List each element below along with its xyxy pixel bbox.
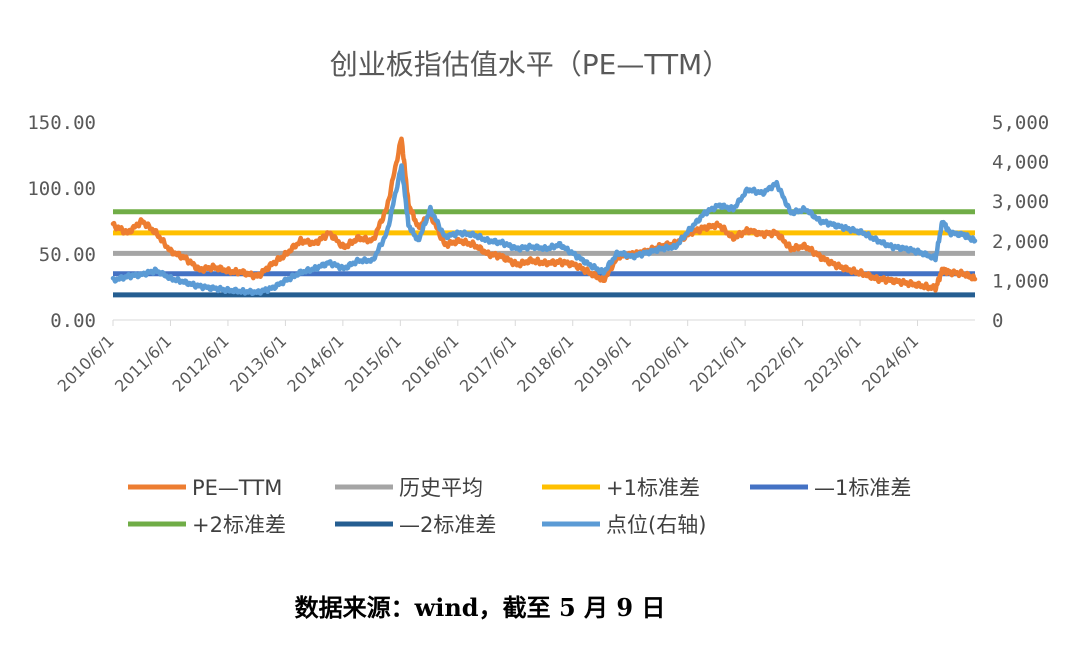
- chart-title: 创业板指估值水平（PE—TTM）: [330, 48, 730, 81]
- x-tick-label: 2019/6/1: [571, 331, 635, 395]
- series-lines: [110, 136, 978, 297]
- legend: PE—TTM 历史平均 +1标准差 —1标准差 +2标准差 —2标准差 点位(右轴): [128, 476, 911, 537]
- legend-label: PE—TTM: [192, 476, 282, 500]
- x-tick-label: 2016/6/1: [398, 331, 462, 395]
- legend-item: 历史平均: [335, 476, 483, 500]
- y-right-tick-label: 4,000: [992, 152, 1049, 174]
- x-tick-label: 2018/6/1: [513, 331, 577, 395]
- y-right-tick-label: 5,000: [992, 112, 1049, 134]
- legend-label: —2标准差: [399, 513, 496, 537]
- legend-item: +1标准差: [542, 476, 700, 500]
- legend-item: —2标准差: [335, 513, 496, 537]
- x-tick-label: 2024/6/1: [858, 331, 922, 395]
- x-tick-label: 2014/6/1: [283, 331, 347, 395]
- y-right-tick-label: 0: [992, 310, 1003, 332]
- x-tick-label: 2011/6/1: [111, 331, 175, 395]
- legend-label: —1标准差: [814, 476, 911, 500]
- y-right-tick-label: 1,000: [992, 270, 1049, 292]
- x-tick-label: 2010/6/1: [54, 331, 118, 395]
- legend-label: 点位(右轴): [606, 513, 706, 537]
- legend-item: +2标准差: [128, 513, 286, 537]
- x-tick-label: 2015/6/1: [341, 331, 405, 395]
- y-left-tick-label: 50.00: [39, 244, 96, 266]
- series-line-点位(右轴): [110, 163, 978, 297]
- source-note: 数据来源：wind，截至 5 月 9 日: [294, 593, 666, 622]
- x-tick-label: 2020/6/1: [628, 331, 692, 395]
- y-left-tick-label: 0.00: [50, 310, 96, 332]
- x-tick-label: 2017/6/1: [456, 331, 520, 395]
- legend-label: +2标准差: [192, 513, 286, 537]
- legend-label: 历史平均: [399, 476, 483, 500]
- legend-label: +1标准差: [606, 476, 700, 500]
- x-tick-label: 2021/6/1: [686, 331, 750, 395]
- x-tick-label: 2023/6/1: [801, 331, 865, 395]
- series-line-PE—TTM: [110, 136, 978, 293]
- y-right-tick-label: 3,000: [992, 191, 1049, 213]
- y-left-tick-label: 150.00: [27, 112, 96, 134]
- legend-item: PE—TTM: [128, 476, 282, 500]
- x-tick-label: 2012/6/1: [169, 331, 233, 395]
- x-tick-label: 2013/6/1: [226, 331, 290, 395]
- legend-item: 点位(右轴): [542, 513, 706, 537]
- y-left-tick-label: 100.00: [27, 178, 96, 200]
- y-right-tick-label: 2,000: [992, 231, 1049, 253]
- legend-item: —1标准差: [750, 476, 911, 500]
- x-tick-label: 2022/6/1: [743, 331, 807, 395]
